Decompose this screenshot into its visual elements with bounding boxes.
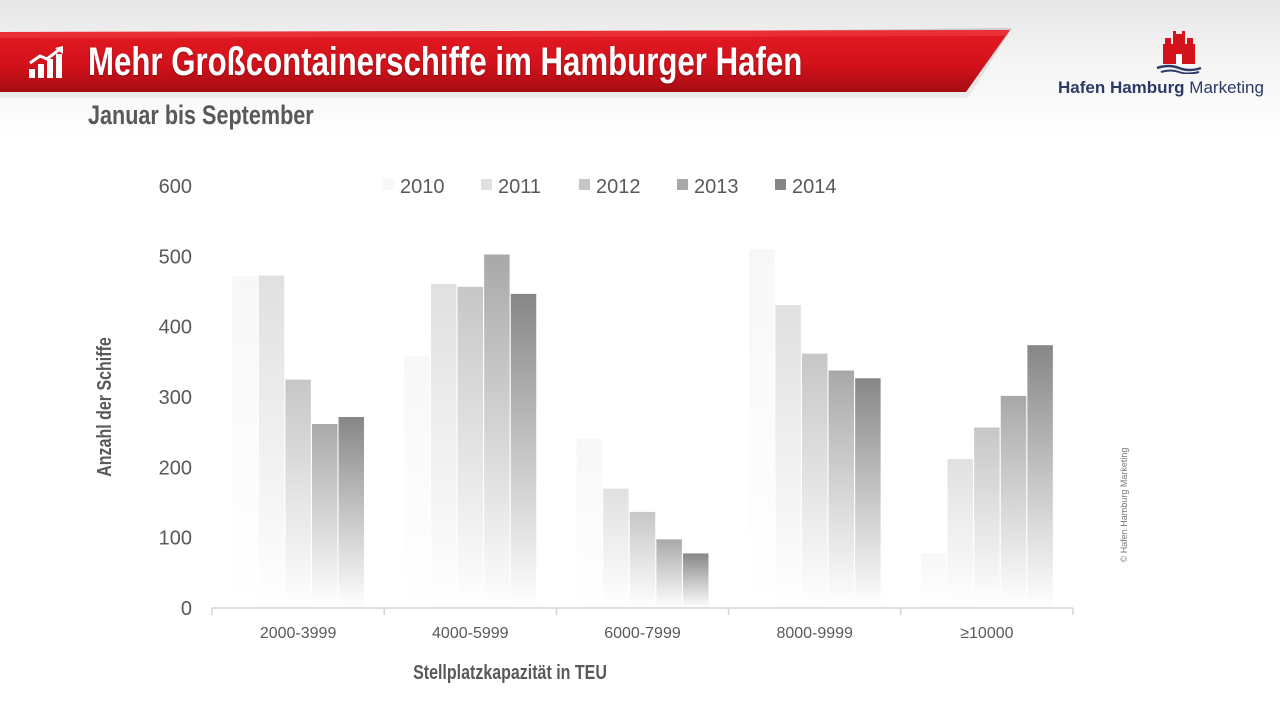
y-tick-label: 500 — [159, 246, 192, 268]
chart-growth-icon — [29, 46, 63, 78]
bar-2014-0 — [338, 416, 365, 609]
chart-legend: 2010 2011 2012 2013 2014 — [383, 176, 837, 198]
bar-2012-1 — [457, 286, 484, 609]
x-tick-label: ≥10000 — [960, 625, 1013, 642]
x-axis-ticks — [211, 608, 1074, 615]
bar-2013-2 — [655, 538, 683, 609]
bar-2010-0 — [231, 275, 259, 609]
x-tick-label: 4000-5999 — [432, 625, 509, 642]
bar-2013-4 — [1000, 395, 1027, 609]
bar-2010-3 — [748, 249, 775, 609]
bar-2011-0 — [258, 275, 285, 609]
title-banner — [0, 28, 1012, 98]
bar-2014-1 — [510, 293, 537, 609]
x-tick-label: 2000-3999 — [260, 625, 337, 642]
bar-2014-3 — [854, 377, 882, 609]
bar-2011-1 — [430, 283, 457, 609]
bar-2013-1 — [483, 253, 511, 609]
copyright-note: © Hafen Hamburg Marketing — [1119, 447, 1129, 563]
page-title: Mehr Großcontainerschiffe im Hamburger H… — [88, 40, 803, 84]
legend-swatch — [383, 179, 394, 190]
y-axis-title: Anzahl der Schiffe — [93, 337, 115, 477]
y-tick-label: 600 — [159, 176, 192, 198]
bar-2013-3 — [828, 370, 855, 609]
y-tick-label: 0 — [181, 598, 192, 620]
legend-swatch — [579, 179, 590, 190]
bar-2012-4 — [973, 426, 1001, 609]
y-tick-label: 200 — [159, 457, 192, 479]
chart-bars — [231, 249, 1054, 609]
legend-swatch — [481, 179, 492, 190]
x-axis-title: Stellplatzkapazität in TEU — [413, 661, 607, 683]
legend-label: 2010 — [400, 176, 445, 198]
hamburg-castle-emblem-icon — [1156, 31, 1202, 74]
bar-2012-2 — [629, 511, 656, 609]
y-axis-ticks: 0 100 200 300 400 500 600 — [159, 176, 192, 620]
bar-2014-4 — [1026, 344, 1054, 609]
brand-name-bold: Hafen Hamburg — [1058, 78, 1185, 97]
bar-2012-3 — [801, 353, 828, 609]
legend-label: 2014 — [792, 176, 837, 198]
bar-2012-0 — [284, 379, 312, 609]
legend-swatch — [775, 179, 786, 190]
legend-swatch — [677, 179, 688, 190]
bar-2010-4 — [920, 552, 947, 609]
bar-2010-2 — [576, 438, 603, 609]
x-tick-label: 6000-7999 — [604, 625, 681, 642]
bar-2013-0 — [311, 423, 338, 609]
y-tick-label: 100 — [159, 528, 192, 550]
legend-label: 2012 — [596, 176, 641, 198]
bar-2014-2 — [682, 552, 709, 609]
bar-2011-2 — [602, 488, 630, 609]
brand-logo-text: Hafen Hamburg Marketing — [1058, 78, 1264, 98]
x-tick-label: 8000-9999 — [776, 625, 853, 642]
legend-label: 2013 — [694, 176, 739, 198]
y-tick-label: 300 — [159, 387, 192, 409]
bar-2011-3 — [774, 304, 802, 609]
x-axis-tick-labels: 2000-3999 4000-5999 6000-7999 8000-9999 ≥100… — [260, 625, 1014, 642]
bar-2010-1 — [403, 355, 431, 609]
y-tick-label: 400 — [159, 317, 192, 339]
brand-name-regular: Marketing — [1184, 78, 1264, 97]
page-subtitle: Januar bis September — [88, 100, 314, 130]
legend-label: 2011 — [498, 176, 541, 198]
bar-2011-4 — [947, 458, 974, 609]
